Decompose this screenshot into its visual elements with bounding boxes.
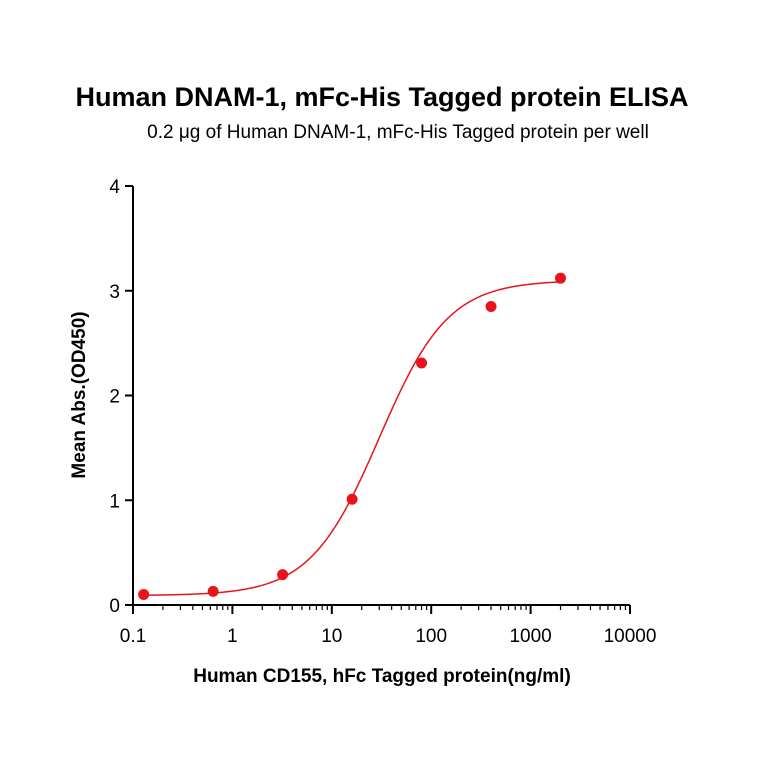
y-axis-label: Mean Abs.(OD450) [69,311,90,478]
fit-curve [143,281,561,596]
data-point [485,300,497,312]
x-tick-label: 1000 [509,626,551,647]
x-axis-ticks: 0.1 1 10 100 1000 10000 [120,605,657,647]
data-point [416,357,428,369]
y-tick-label: 2 [109,387,120,408]
x-tick-label: 10000 [604,626,657,647]
data-point [138,589,150,601]
data-point [207,585,219,597]
data-point [555,272,567,284]
x-tick-label: 0.1 [120,626,146,647]
x-tick-label: 1 [227,626,238,647]
y-tick-label: 0 [109,596,120,617]
y-axis-ticks: 0 1 2 3 4 [109,177,133,617]
y-tick-label: 4 [109,177,120,198]
x-tick-label: 100 [415,626,447,647]
y-tick-label: 1 [109,491,120,512]
x-tick-label: 10 [321,626,342,647]
plot-area: 0 1 2 3 4 0.1 1 10 100 1000 10000 [109,177,656,647]
data-point [346,493,358,505]
data-points [138,272,567,601]
data-point [277,569,289,581]
chart-subtitle: 0.2 μg of Human DNAM-1, mFc-His Tagged p… [147,122,649,143]
x-axis-label: Human CD155, hFc Tagged protein(ng/ml) [193,666,571,687]
chart-title: Human DNAM-1, mFc-His Tagged protein ELI… [75,82,688,112]
y-tick-label: 3 [109,282,120,303]
